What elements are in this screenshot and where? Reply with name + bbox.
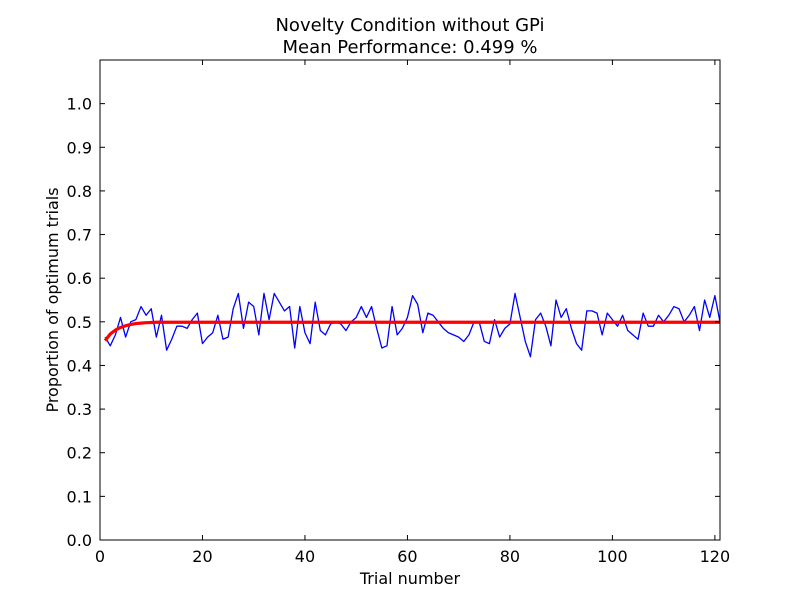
y-tick-label: 0.4: [67, 356, 92, 375]
x-tick-label: 100: [597, 547, 628, 566]
y-axis-label: Proportion of optimum trials: [43, 187, 62, 412]
chart-title: Novelty Condition without GPi: [275, 15, 544, 36]
y-tick-label: 0.2: [67, 444, 92, 463]
x-tick-label: 120: [700, 547, 731, 566]
series-layer: [103, 292, 721, 358]
y-tick-label: 0.9: [67, 138, 92, 157]
y-tick-label: 0.1: [67, 487, 92, 506]
y-tick-label: 0.6: [67, 269, 92, 288]
y-tick-label: 0.8: [67, 182, 92, 201]
x-axis-label: Trial number: [359, 569, 461, 588]
series-line-2: [103, 320, 720, 342]
x-tick-label: 0: [95, 547, 105, 566]
y-tick-label: 0.0: [67, 531, 92, 550]
y-tick-label: 0.3: [67, 400, 92, 419]
y-tick-label: 0.5: [67, 313, 92, 332]
series-line-1: [104, 292, 721, 358]
y-tick-label: 0.7: [67, 226, 92, 245]
ticks-layer: 0 20 40 60 80 100 120 0.0 0.1 0.2 0.3 0.4 0.5 0.6 0.7 0…: [67, 60, 731, 566]
y-tick-label: 1.0: [67, 95, 92, 114]
x-tick-label: 40: [295, 547, 315, 566]
x-tick-label: 80: [500, 547, 520, 566]
chart-subtitle: Mean Performance: 0.499 %: [283, 37, 538, 58]
x-tick-label: 60: [397, 547, 417, 566]
x-tick-label: 20: [192, 547, 212, 566]
plot-frame: [99, 59, 721, 541]
